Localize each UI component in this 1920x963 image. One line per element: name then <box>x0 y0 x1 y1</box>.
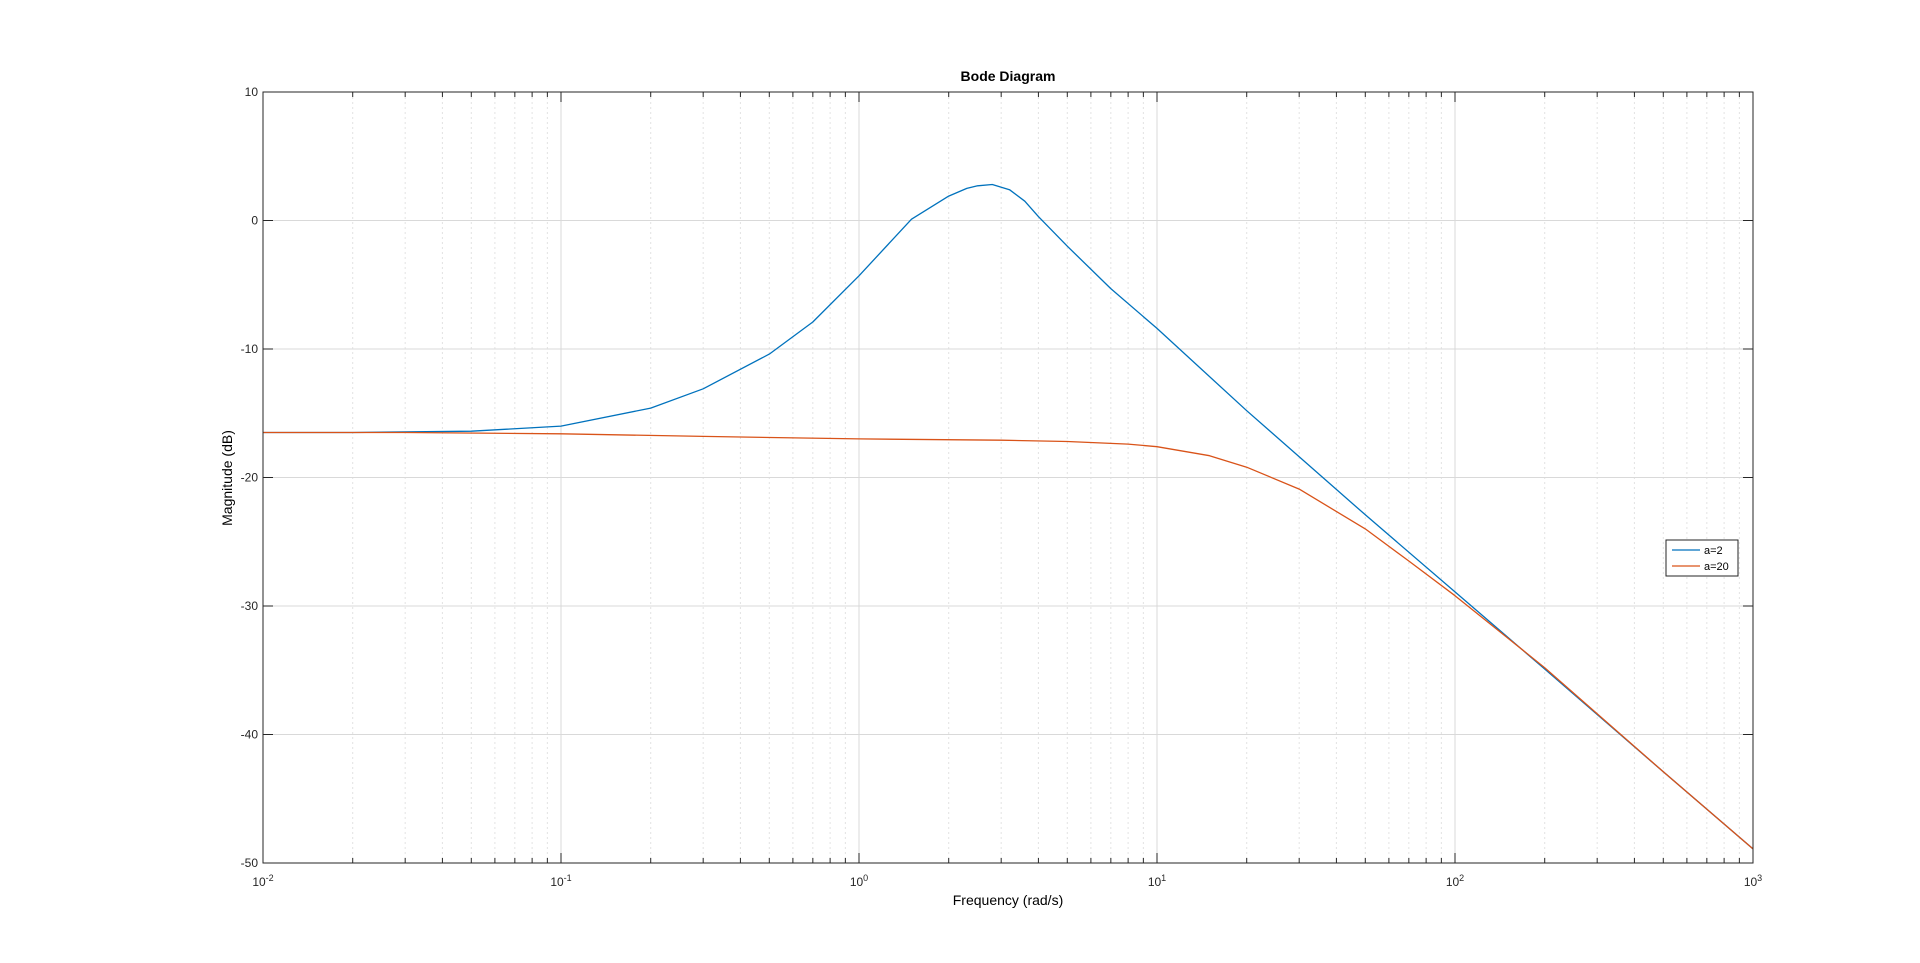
x-tick-label: 10-2 <box>252 873 273 889</box>
y-tick-label: -50 <box>241 856 259 870</box>
series-line-a=20 <box>263 431 1754 850</box>
y-tick-labels: 10 0 -10 -20 -30 -40 -50 <box>241 85 259 870</box>
y-tick-label: -10 <box>241 342 259 356</box>
y-tick-label: -40 <box>241 728 259 742</box>
legend-label: a=2 <box>1704 545 1723 557</box>
x-tick-label: 103 <box>1744 873 1762 889</box>
legend-box <box>1665 539 1739 577</box>
axis-ticks <box>262 91 1754 864</box>
x-tick-label: 102 <box>1446 873 1464 889</box>
x-axis-label: Frequency (rad/s) <box>953 892 1063 908</box>
legend-label: a=20 <box>1704 561 1729 573</box>
y-tick-label: 0 <box>251 214 258 228</box>
y-tick-label: 10 <box>245 85 259 99</box>
x-tick-label: 100 <box>850 873 868 889</box>
x-tick-labels: 10-2 10-1 100 101 102 103 <box>252 873 1762 889</box>
y-tick-label: -20 <box>241 471 259 485</box>
series-lines <box>263 183 1754 850</box>
legend: a=2 a=20 <box>1665 539 1739 577</box>
y-axis-label: Magnitude (dB) <box>219 430 235 526</box>
series-line-a=2 <box>263 183 1754 850</box>
chart-title: Bode Diagram <box>961 68 1056 84</box>
x-tick-label: 10-1 <box>550 873 571 889</box>
y-tick-label: -30 <box>241 599 259 613</box>
x-tick-label: 101 <box>1148 873 1166 889</box>
